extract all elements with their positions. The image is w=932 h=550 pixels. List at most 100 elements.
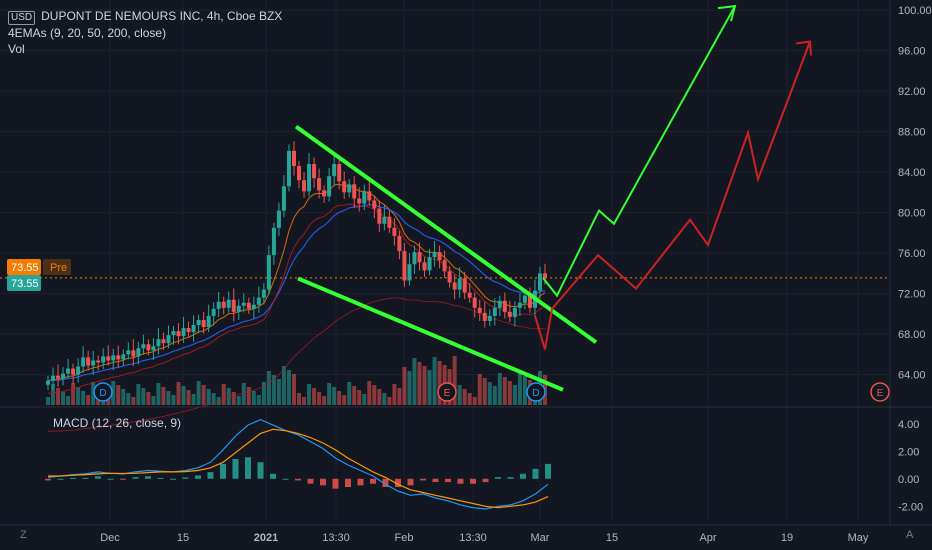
macd-histogram-bar [132, 477, 139, 479]
candle-body [397, 235, 402, 252]
time-tick-label: 15 [606, 532, 618, 544]
indicator-label[interactable]: 4EMAs (9, 20, 50, 200, close) [8, 26, 167, 40]
pre-label-bg [43, 259, 71, 275]
candle-body [543, 273, 547, 278]
candle-body [527, 295, 532, 308]
candle-body [512, 307, 517, 317]
candle-body [457, 278, 462, 290]
macd-line [47, 418, 549, 510]
volume-bar [462, 389, 467, 405]
candle-body [537, 273, 542, 291]
signal-line [48, 428, 549, 509]
candle-body [472, 297, 477, 308]
volume-bar [111, 381, 116, 405]
candle-body [407, 264, 412, 281]
volume-bar [322, 396, 327, 405]
candle-body [266, 255, 271, 290]
macd-label[interactable]: MACD (12, 26, close, 9) [53, 416, 182, 430]
macd-histogram-bar [245, 457, 251, 479]
candle-body [201, 319, 206, 328]
volume-bar [256, 395, 261, 405]
volume-bar [397, 388, 402, 405]
event-marker-label: D [99, 388, 106, 399]
time-tick-label: 19 [781, 532, 793, 544]
currency-badge[interactable]: USD [8, 11, 36, 25]
macd-histogram-bar [520, 473, 526, 479]
volume-bar [352, 386, 357, 405]
price-tick-label: 68.00 [898, 329, 926, 341]
volume-bar [156, 383, 161, 405]
trendlines[interactable] [294, 124, 598, 392]
candle-body [497, 300, 502, 308]
candle-body [221, 301, 226, 308]
candle-body [437, 252, 442, 261]
candle-body [327, 176, 332, 197]
macd-histogram-bar [320, 478, 326, 486]
ema-line-20 [47, 204, 546, 382]
volume-bar [307, 384, 312, 405]
candle-body [66, 368, 71, 374]
red-projection-path [534, 41, 811, 350]
time-tick-label: Dec [100, 532, 120, 544]
volume-bar [61, 392, 66, 405]
candle-body [86, 357, 91, 366]
volume-bar [362, 394, 367, 405]
volume-bar [502, 377, 507, 405]
ema-line-9 [47, 183, 546, 382]
candle-body [507, 311, 512, 317]
price-tick-label: 92.00 [898, 86, 926, 98]
macd-histogram-bar [120, 478, 126, 480]
volume-bar [387, 397, 392, 405]
candle-body [181, 328, 186, 337]
time-tick-label: Feb [395, 532, 414, 544]
candle-body [126, 350, 131, 355]
macd-histogram-bar [445, 478, 451, 483]
candle-body [96, 360, 101, 363]
red-arrowhead [795, 40, 812, 56]
macd-tick-label: 2.00 [898, 446, 919, 458]
candle-body [251, 304, 256, 309]
volume-bar [201, 385, 206, 405]
volume-bar [427, 370, 432, 405]
macd-histogram-bar [532, 468, 539, 479]
candle-body [452, 282, 457, 290]
event-marker-label: E [444, 388, 451, 399]
candle-body [302, 180, 307, 192]
candle-body [76, 366, 81, 375]
time-tick-label: May [848, 532, 869, 544]
candle-body [276, 210, 281, 228]
macd-histogram-bar [457, 478, 464, 484]
candle-body [236, 305, 241, 312]
macd-histogram-bar [470, 478, 476, 484]
candle-body [422, 262, 427, 271]
volume-label[interactable]: Vol [8, 42, 25, 56]
volume-bar [457, 385, 462, 405]
candle-body [241, 302, 246, 306]
volume-bar [261, 382, 266, 405]
auto-scale-button[interactable]: A [906, 529, 914, 541]
volume-bar [146, 392, 151, 405]
macd-pane [45, 418, 551, 510]
volume-bar [432, 357, 437, 405]
macd-histogram-bar [307, 478, 314, 484]
candle-body [432, 252, 437, 258]
macd-histogram-bar [332, 478, 339, 489]
event-marker-earnings [437, 382, 457, 402]
volume-bar [76, 387, 81, 405]
candle-body [377, 208, 382, 224]
event-marker-label: D [532, 388, 539, 399]
candle-body [467, 292, 472, 298]
candle-body [412, 252, 417, 265]
price-tick-label: 84.00 [898, 167, 926, 179]
zoom-corner-button[interactable]: Z [20, 529, 27, 541]
candle-body [231, 299, 236, 312]
volume-bar [131, 397, 136, 405]
volume-bar [312, 388, 317, 405]
macd-histogram-bar [382, 478, 389, 487]
projection-arrows[interactable] [534, 4, 812, 350]
macd-histogram-bar [232, 458, 239, 479]
candle-body [216, 301, 221, 309]
volume-bar [422, 366, 427, 405]
